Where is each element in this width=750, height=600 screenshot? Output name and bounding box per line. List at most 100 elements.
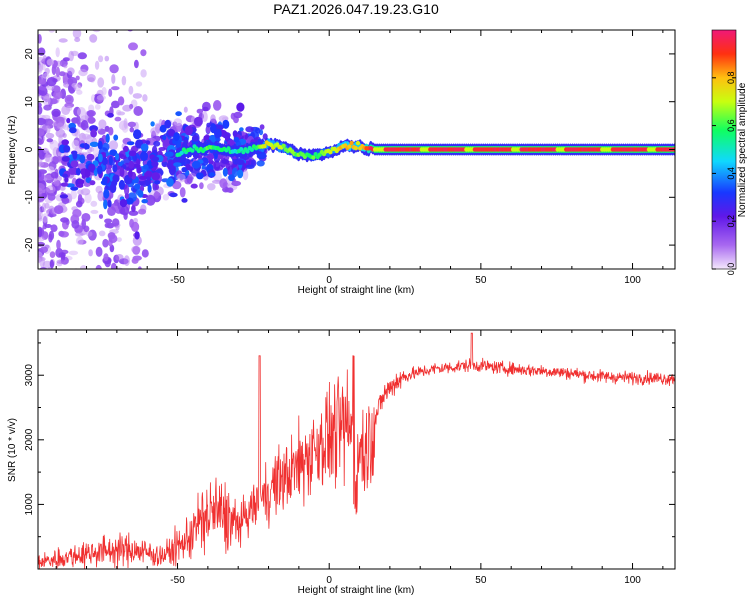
spectrogram-noise-blob: [50, 171, 59, 179]
spectrogram-noise-blob: [213, 100, 222, 111]
spectrogram-noise-blob: [46, 18, 54, 23]
spectrogram-noise-blob: [183, 106, 188, 113]
spectrogram-cluster-blob: [102, 176, 108, 185]
spectrogram-noise-blob: [50, 278, 58, 289]
colorbar-tick-label: 0.2: [726, 215, 736, 228]
spectrogram-cluster-blob: [140, 151, 148, 162]
spectrogram-noise-blob: [43, 18, 48, 28]
spectrogram-noise-blob: [61, 197, 70, 204]
spectrogram-noise-blob: [43, 147, 48, 154]
spectrogram-noise-blob: [68, 50, 74, 62]
spectrogram-cluster-blob: [86, 153, 95, 161]
spectrogram-ridge-cell: [245, 149, 250, 154]
spectrogram-noise-blob: [54, 156, 65, 162]
spectrogram-noise-blob: [213, 171, 222, 182]
spectrogram-cluster-blob: [119, 167, 125, 178]
spectrogram-noise-blob: [49, 251, 56, 258]
spectrogram-noise-blob: [127, 273, 135, 278]
spectrogram-noise-blob: [201, 111, 208, 122]
spectrogram-noise-blob: [66, 6, 74, 11]
spectrogram-cluster-blob: [173, 132, 180, 142]
spectrogram-noise-blob: [116, 109, 122, 116]
spectrogram-noise-blob: [207, 183, 216, 191]
spectrogram-cluster-blob: [151, 156, 160, 162]
spectrogram-cluster-blob: [128, 169, 133, 178]
spectrogram-noise-blob: [45, 9, 53, 14]
spectrogram-cluster-blob: [101, 157, 108, 166]
spectrogram-cluster-blob: [128, 160, 135, 169]
spectrogram-ridge-cell: [347, 144, 352, 149]
spectrogram-noise-blob: [155, 184, 159, 190]
spectrogram-noise-blob: [59, 282, 66, 291]
spectrogram-noise-blob: [123, 280, 131, 289]
spectrogram-cluster-blob: [181, 167, 187, 173]
spectrogram-cluster-blob: [193, 116, 203, 127]
spectrogram-cluster-blob: [221, 159, 230, 165]
spectrogram-noise-blob: [115, 253, 124, 261]
spectrogram-noise-blob: [71, 220, 80, 229]
spectrogram-noise-blob: [45, 317, 54, 323]
spectrogram-noise-blob: [134, 59, 139, 69]
spectrogram-cluster-blob: [107, 112, 114, 118]
spectrogram-noise-blob: [77, 193, 83, 203]
spectrogram-noise-blob: [93, 287, 97, 294]
spectrogram-noise-blob: [49, 259, 55, 269]
colorbar-tick-label: 0.6: [726, 119, 736, 132]
spectrogram-noise-blob: [81, 133, 92, 140]
spectrogram-noise-blob: [200, 157, 209, 166]
spectrogram-cluster-blob: [191, 135, 199, 142]
spectrogram-noise-blob: [233, 111, 243, 119]
spectrogram-noise-blob: [74, 232, 84, 237]
spectrogram-noise-blob: [52, 60, 59, 68]
spectrogram-noise-blob: [78, 307, 86, 317]
spectrogram-cluster-blob: [173, 162, 182, 168]
spectrogram-noise-blob: [86, 231, 93, 237]
spectrogram-noise-blob: [210, 114, 216, 124]
spectrogram-noise-blob: [211, 179, 222, 184]
spectrogram-cluster-blob: [232, 130, 238, 138]
spectrogram-noise-blob: [206, 122, 211, 128]
spectrogram-noise-blob: [135, 81, 143, 87]
spectrogram-noise-blob: [38, 236, 45, 242]
spectrogram-cluster-blob: [70, 186, 79, 191]
spectrogram-noise-blob: [98, 214, 104, 219]
spectrogram-noise-blob: [76, 89, 83, 95]
spectrogram-noise-blob: [59, 71, 66, 77]
spectrogram-noise-blob: [77, 189, 84, 195]
spectrogram-noise-blob: [109, 64, 119, 74]
spectrogram-noise-blob: [199, 182, 204, 190]
spectrogram-noise-blob: [245, 126, 254, 133]
spectrogram-cluster-blob: [89, 180, 96, 186]
spectrogram-cluster-blob: [222, 119, 230, 129]
spectrogram-cluster-blob: [113, 134, 119, 141]
spectrogram-noise-blob: [153, 140, 161, 147]
spectrogram-plot: -50 0 50 100 -20 -10 0 10 20 Height of straight …: [7, 3, 676, 323]
spectrogram-noise-blob: [62, 57, 71, 62]
spectrogram-noise-blob: [42, 213, 48, 223]
snr-plot-area: [38, 330, 675, 569]
spectrogram-noise-blob: [128, 85, 134, 95]
spectrogram-cluster-blob: [235, 159, 245, 166]
snr-y-tick-label: 1000: [24, 493, 35, 516]
spectrogram-noise-blob: [97, 77, 105, 88]
spectrogram-noise-blob: [99, 3, 105, 11]
spectrogram-axes: -50 0 50 100 -20 -10 0 10 20: [24, 30, 675, 286]
spectrogram-cluster-blob: [228, 174, 235, 182]
spectrogram-noise-blob: [227, 187, 234, 193]
spectrogram-noise-blob: [196, 108, 204, 114]
spectrogram-noise-blob: [49, 98, 58, 105]
spectrogram-y-tick-label: 10: [24, 96, 35, 108]
spectrogram-ridge-cell: [262, 144, 267, 149]
spectrogram-noise-blob: [62, 133, 67, 138]
spectrogram-cluster-blob: [202, 106, 209, 112]
spectrogram-cluster-blob: [162, 135, 167, 141]
spectrogram-cluster-blob: [146, 176, 151, 181]
spectrogram-cluster-blob: [222, 167, 228, 177]
spectrogram-noise-blob: [53, 90, 63, 100]
spectrogram-cluster-blob: [61, 139, 69, 146]
spectrogram-cluster-blob: [77, 179, 85, 185]
spectrogram-ridge-cell: [353, 146, 358, 151]
colorbar-tick-label: 0.4: [726, 167, 736, 180]
spectrogram-ridge-cell: [281, 143, 286, 148]
